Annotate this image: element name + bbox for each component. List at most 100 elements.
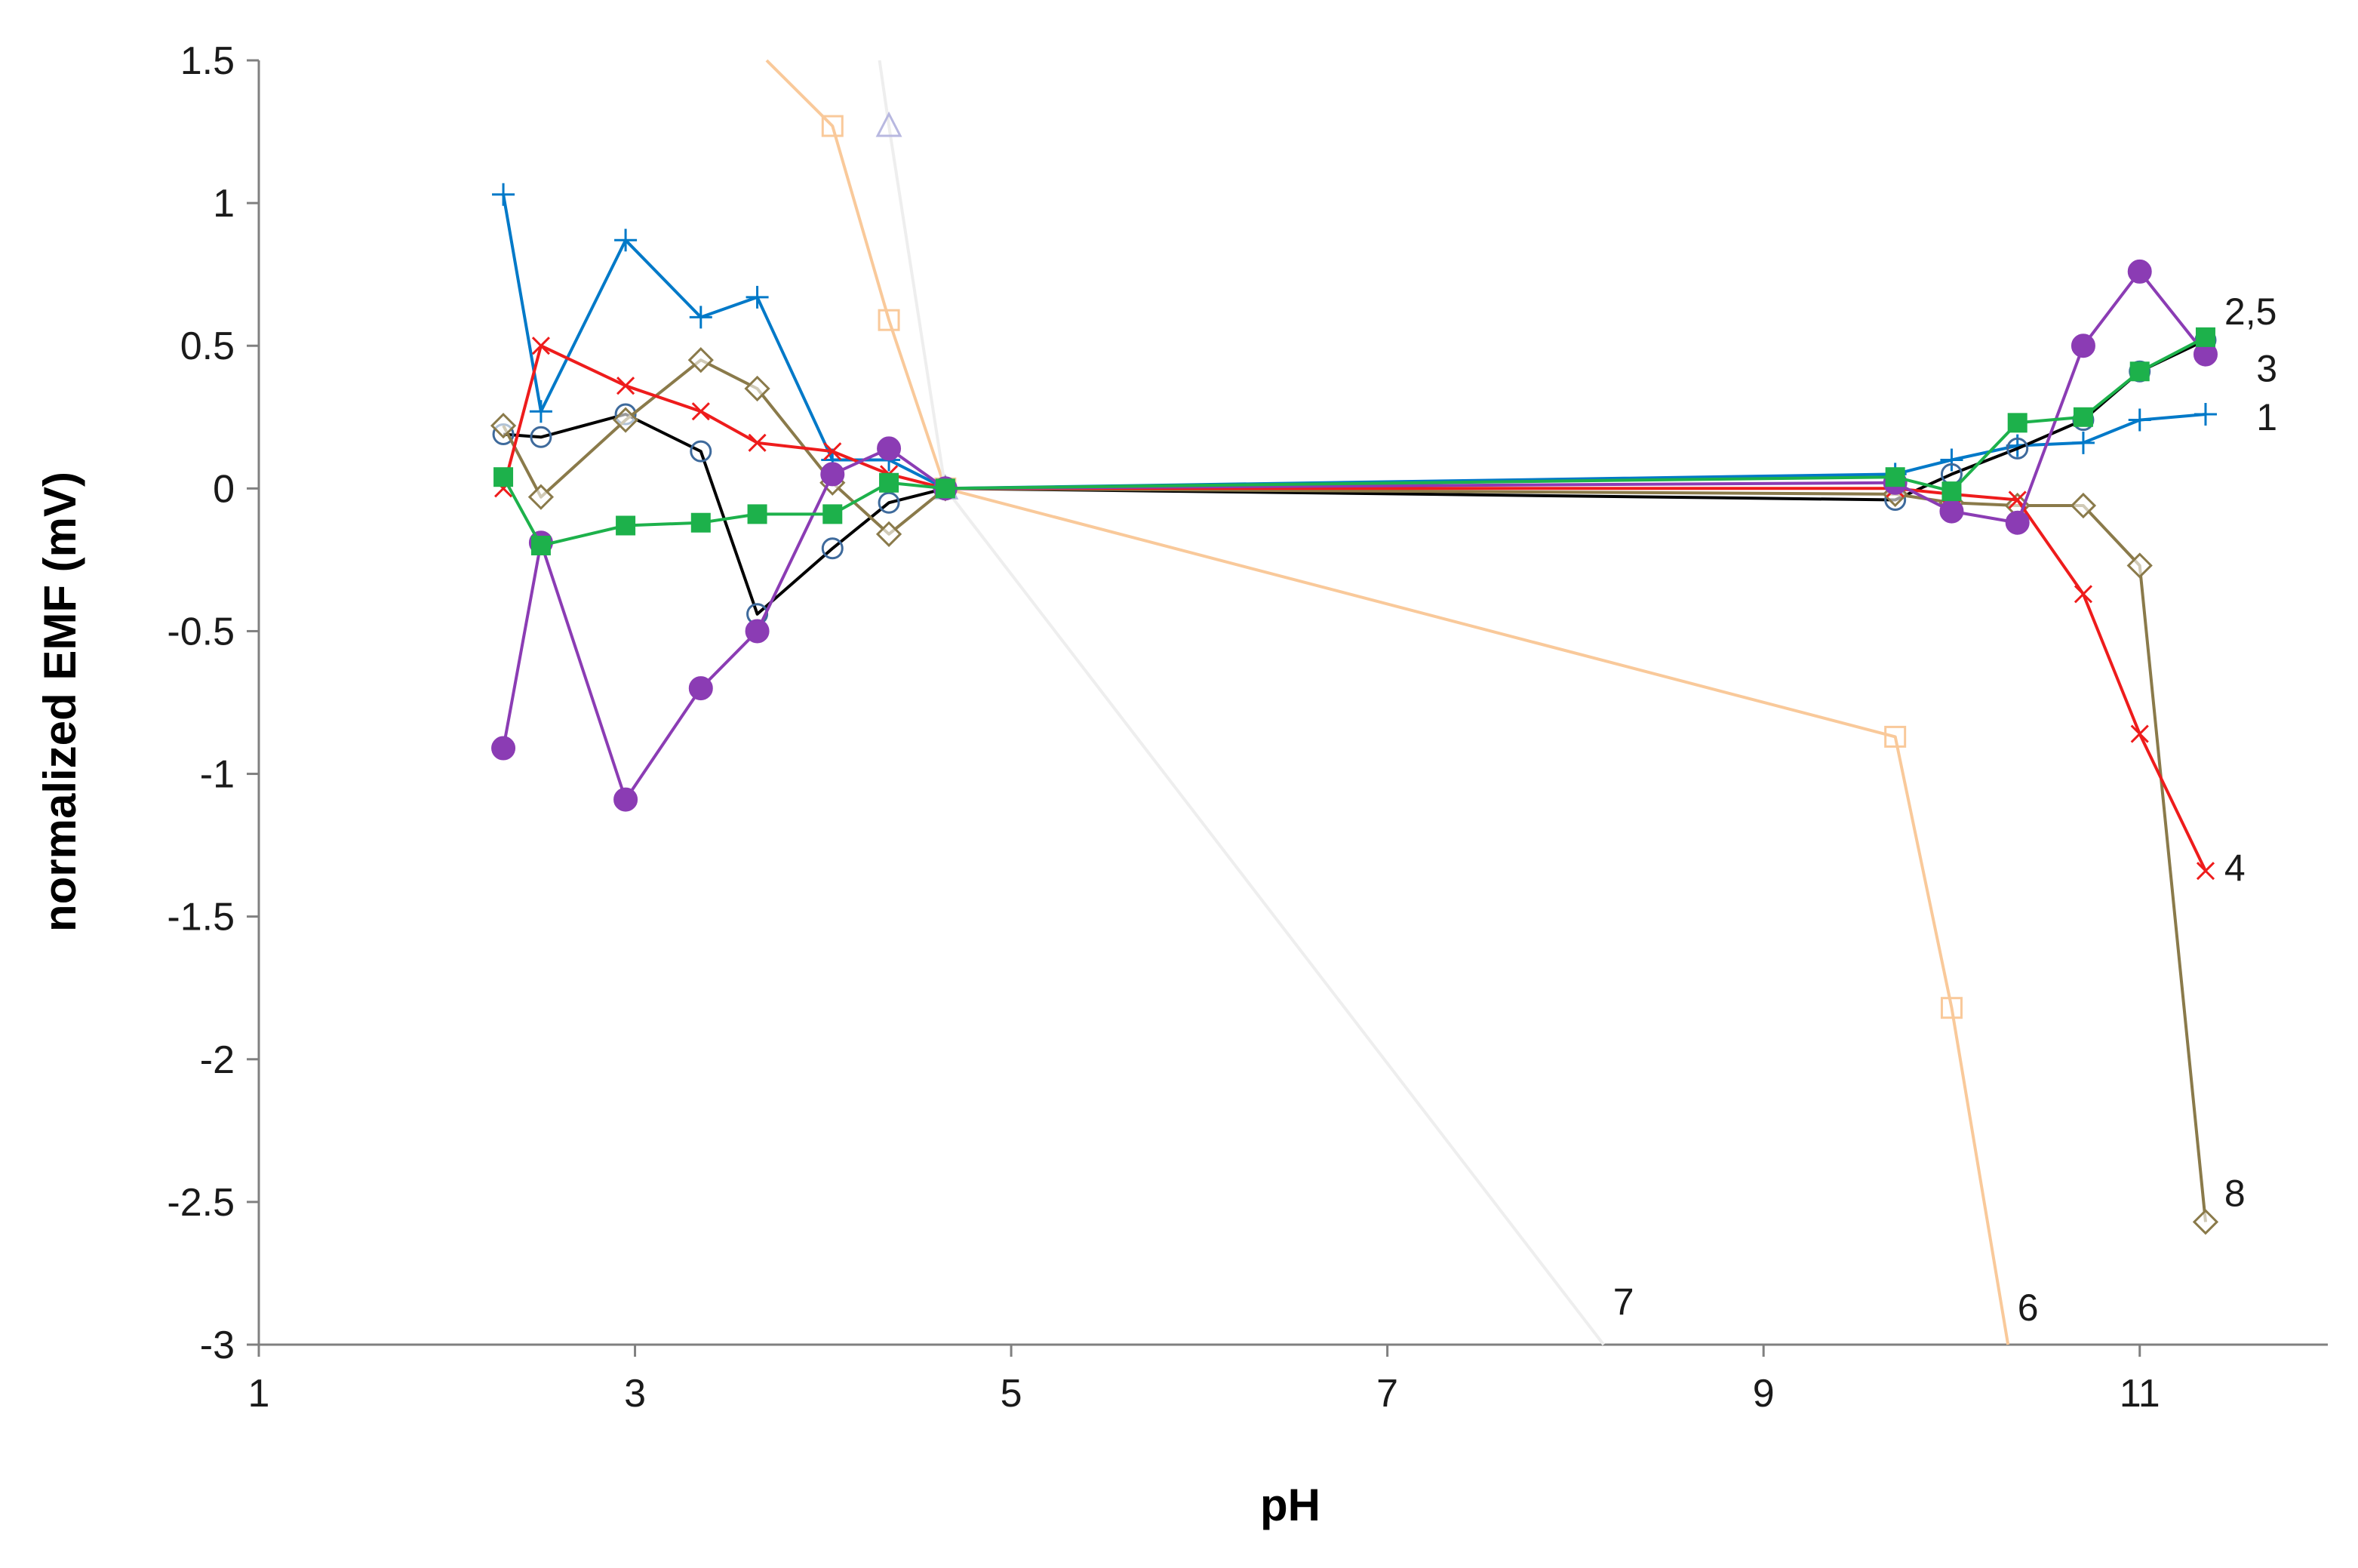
data-point (877, 436, 902, 461)
axes: 1.5 1 0.5 0 -0.5 -1 -1.5 -2 -2.5 -3 1 3 5 7 9 11 (167, 39, 2328, 1416)
y-tick-label: -0.5 (167, 610, 235, 653)
series-3 (492, 183, 2217, 500)
data-point (2071, 334, 2095, 358)
data-point (613, 787, 638, 812)
data-point (492, 183, 515, 206)
data-point (2130, 724, 2149, 743)
curve-label: 3 (2256, 347, 2277, 389)
x-tick-label: 1 (248, 1372, 270, 1416)
data-point (1940, 463, 1963, 485)
y-tick-label: -1.5 (167, 896, 235, 939)
data-point (690, 512, 711, 533)
data-point (748, 433, 767, 452)
data-point (875, 521, 902, 547)
x-tick-label: 7 (1376, 1372, 1398, 1416)
series-layer (490, 59, 2219, 1346)
data-point (2070, 492, 2097, 519)
y-tick-label: -2.5 (167, 1181, 235, 1225)
data-point (687, 347, 714, 374)
series-line (765, 59, 2010, 1345)
data-point (690, 440, 712, 463)
data-point (614, 229, 638, 252)
data-point (2074, 585, 2093, 604)
series-line (503, 338, 2206, 616)
y-tick-label: 1.5 (180, 39, 235, 83)
data-point (2006, 437, 2029, 460)
data-point (491, 736, 516, 761)
x-axis-title: pH (1260, 1480, 1320, 1530)
data-point (1939, 499, 1964, 524)
y-tick-label: -3 (200, 1324, 235, 1367)
data-point (1885, 467, 1905, 487)
data-point (531, 337, 550, 355)
data-point (744, 375, 770, 402)
data-point (1941, 481, 1962, 502)
data-point (747, 504, 767, 524)
data-point (2192, 1209, 2219, 1235)
data-point (879, 472, 899, 493)
data-point (2196, 862, 2215, 881)
data-point (2128, 408, 2151, 432)
series-line (502, 336, 2206, 547)
y-tick-label: 0.5 (180, 324, 235, 368)
data-point (935, 478, 955, 499)
data-point (746, 285, 769, 309)
curve-label: 1 (2256, 396, 2277, 438)
series-1 (765, 59, 2010, 1345)
annotation-layer: 2,5 3 1 4 8 7 6 (1613, 291, 2277, 1329)
data-point (878, 309, 900, 331)
data-point (821, 537, 844, 560)
series-line (502, 344, 2207, 872)
data-point (878, 491, 900, 514)
data-point (1884, 725, 1907, 748)
data-point (2195, 327, 2215, 347)
data-point (875, 111, 902, 137)
curve-label: 8 (2224, 1173, 2246, 1215)
x-tick-label: 9 (1753, 1372, 1775, 1416)
data-point (2127, 259, 2152, 284)
x-tick-label: 5 (1001, 1372, 1022, 1416)
data-point (616, 515, 636, 536)
data-point (2007, 413, 2028, 433)
data-point (530, 426, 552, 448)
data-point (612, 407, 639, 433)
curve-label: 2,5 (2224, 291, 2277, 333)
series-4 (492, 329, 2217, 626)
y-axis-title: normalized EMF (mV) (35, 472, 85, 932)
series-8 (493, 327, 2215, 555)
data-point (822, 504, 843, 524)
series-line (502, 269, 2207, 801)
curve-label: 4 (2224, 847, 2246, 889)
data-point (530, 535, 551, 555)
x-tick-label: 11 (2120, 1372, 2160, 1416)
data-point (490, 413, 517, 439)
data-point (527, 484, 555, 510)
series-7 (491, 259, 2218, 812)
data-point (823, 442, 842, 461)
data-point (821, 115, 844, 137)
data-point (529, 400, 552, 423)
x-tick-label: 3 (624, 1372, 646, 1416)
series-2 (875, 60, 1605, 1346)
curve-label: 6 (2018, 1287, 2039, 1329)
data-point (1940, 997, 1963, 1019)
data-point (2071, 431, 2095, 454)
data-point (2194, 402, 2217, 426)
data-point (616, 377, 635, 395)
data-point (1940, 448, 1963, 472)
y-tick-label: -2 (200, 1038, 235, 1082)
data-point (493, 467, 514, 487)
data-point (691, 402, 710, 421)
y-tick-label: 0 (213, 467, 235, 511)
data-point (745, 619, 770, 644)
data-point (2073, 407, 2093, 427)
series-line (878, 60, 1605, 1346)
curve-label: 7 (1613, 1281, 1634, 1323)
data-point (688, 676, 713, 701)
y-tick-label: -1 (200, 753, 235, 797)
data-point (2129, 361, 2150, 382)
data-point (689, 306, 712, 329)
data-point (820, 462, 845, 487)
data-point (2005, 510, 2030, 535)
